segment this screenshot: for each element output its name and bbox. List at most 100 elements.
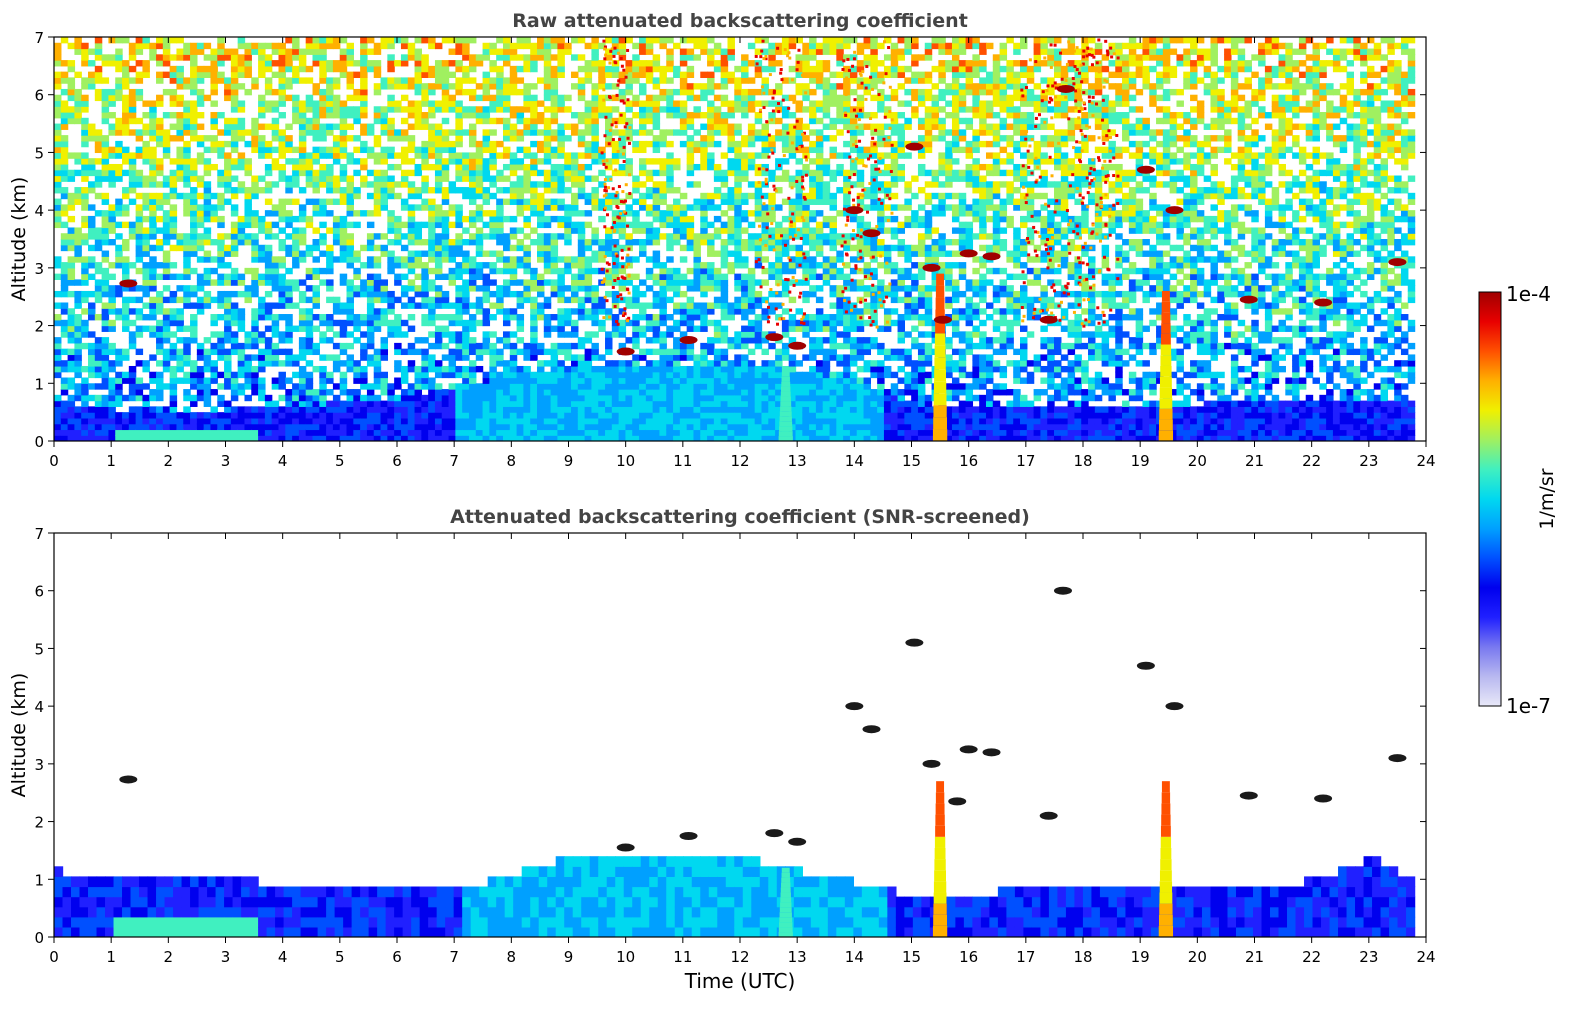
heatmap-cell xyxy=(577,262,586,269)
heatmap-cell xyxy=(305,412,314,419)
heatmap-cell xyxy=(380,37,388,44)
heatmap-cell xyxy=(707,417,715,425)
heatmap-cell xyxy=(713,273,722,280)
heatmap-cell xyxy=(380,198,388,205)
heatmap-cell xyxy=(278,394,286,402)
heatmap-cell xyxy=(190,175,198,182)
heatmap-cell xyxy=(441,215,450,223)
heatmap-cell xyxy=(707,371,715,379)
heatmap-cell xyxy=(734,423,742,431)
heatmap-cell xyxy=(54,371,62,379)
heatmap-cell xyxy=(244,233,252,240)
heatmap-cell xyxy=(108,308,116,315)
heatmap-cell xyxy=(530,60,538,67)
heatmap-cell xyxy=(509,314,518,321)
heatmap-cell xyxy=(346,175,354,182)
heatmap-cell xyxy=(156,163,164,171)
heatmap-cell xyxy=(564,285,572,292)
heatmap-cell xyxy=(530,348,538,356)
heatmap-cell xyxy=(81,342,89,350)
heatmap-cell xyxy=(271,48,280,55)
heatmap-cell xyxy=(530,227,538,234)
heatmap-cell xyxy=(190,100,198,107)
heatmap-cell xyxy=(468,221,477,229)
heatmap-cell xyxy=(496,412,504,419)
heatmap-cell xyxy=(298,60,307,67)
heatmap-cell xyxy=(700,221,708,229)
heatmap-cell xyxy=(183,106,191,113)
heatmap-cell xyxy=(353,423,361,431)
heatmap-cell xyxy=(747,406,756,413)
heatmap-cell xyxy=(373,135,382,142)
heatmap-cell xyxy=(128,169,137,177)
heatmap-cell xyxy=(54,360,62,367)
heatmap-cell xyxy=(747,163,756,171)
heatmap-cell xyxy=(564,400,572,407)
heatmap-cell xyxy=(468,377,477,384)
heatmap-cell xyxy=(54,365,62,373)
heatmap-cell xyxy=(502,394,511,402)
heatmap-cell xyxy=(54,400,62,407)
heatmap-cell xyxy=(142,325,150,332)
heatmap-cell xyxy=(319,267,327,275)
heatmap-cell xyxy=(67,429,76,436)
heatmap-cell xyxy=(264,169,273,177)
heatmap-cell xyxy=(700,37,708,44)
heatmap-cell xyxy=(496,394,504,402)
heatmap-cell xyxy=(462,429,470,436)
heatmap-cell xyxy=(455,175,463,182)
heatmap-cell xyxy=(605,365,613,373)
heatmap-cell xyxy=(666,417,674,425)
heatmap-cell xyxy=(394,435,402,441)
heatmap-cell xyxy=(122,256,130,263)
heatmap-cell xyxy=(550,429,559,436)
heatmap-cell xyxy=(747,337,756,344)
heatmap-cell xyxy=(516,377,525,384)
heatmap-cell xyxy=(128,198,137,205)
heatmap-cell xyxy=(441,106,450,113)
heatmap-cell xyxy=(720,198,729,205)
heatmap-cell xyxy=(278,54,286,61)
heatmap-cell xyxy=(666,256,674,263)
heatmap-cell xyxy=(156,319,164,327)
heatmap-cell xyxy=(516,314,525,321)
heatmap-cell xyxy=(88,256,96,263)
heatmap-cell xyxy=(645,406,654,413)
heatmap-cell xyxy=(312,267,320,275)
heatmap-cell xyxy=(142,227,150,234)
heatmap-cell xyxy=(292,48,300,55)
heatmap-cell xyxy=(183,198,191,205)
heatmap-cell xyxy=(394,106,402,113)
heatmap-cell xyxy=(224,187,232,194)
heatmap-cell xyxy=(639,244,647,252)
heatmap-cell xyxy=(251,314,259,321)
heatmap-cell xyxy=(122,296,130,304)
heatmap-cell xyxy=(741,210,749,217)
heatmap-cell xyxy=(584,152,593,159)
heatmap-cell xyxy=(244,65,252,73)
heatmap-cell xyxy=(366,406,375,413)
heatmap-cell xyxy=(162,152,171,159)
heatmap-cell xyxy=(142,244,150,252)
heatmap-cell xyxy=(264,210,273,217)
heatmap-cell xyxy=(339,244,348,252)
heatmap-cell xyxy=(203,215,212,223)
heatmap-cell xyxy=(278,198,286,205)
heatmap-cell xyxy=(747,331,756,338)
heatmap-cell xyxy=(135,429,144,436)
heatmap-cell xyxy=(319,152,327,159)
heatmap-cell xyxy=(332,187,341,194)
heatmap-cell xyxy=(652,187,661,194)
heatmap-cell xyxy=(258,417,266,425)
heatmap-cell xyxy=(550,250,559,257)
heatmap-cell xyxy=(496,406,504,413)
heatmap-cell xyxy=(632,256,640,263)
heatmap-cell xyxy=(734,215,742,223)
heatmap-cell xyxy=(122,204,130,211)
heatmap-cell xyxy=(747,296,756,304)
heatmap-cell xyxy=(162,423,171,431)
heatmap-cell xyxy=(292,65,300,73)
heatmap-cell xyxy=(584,279,593,286)
heatmap-cell xyxy=(455,406,463,413)
